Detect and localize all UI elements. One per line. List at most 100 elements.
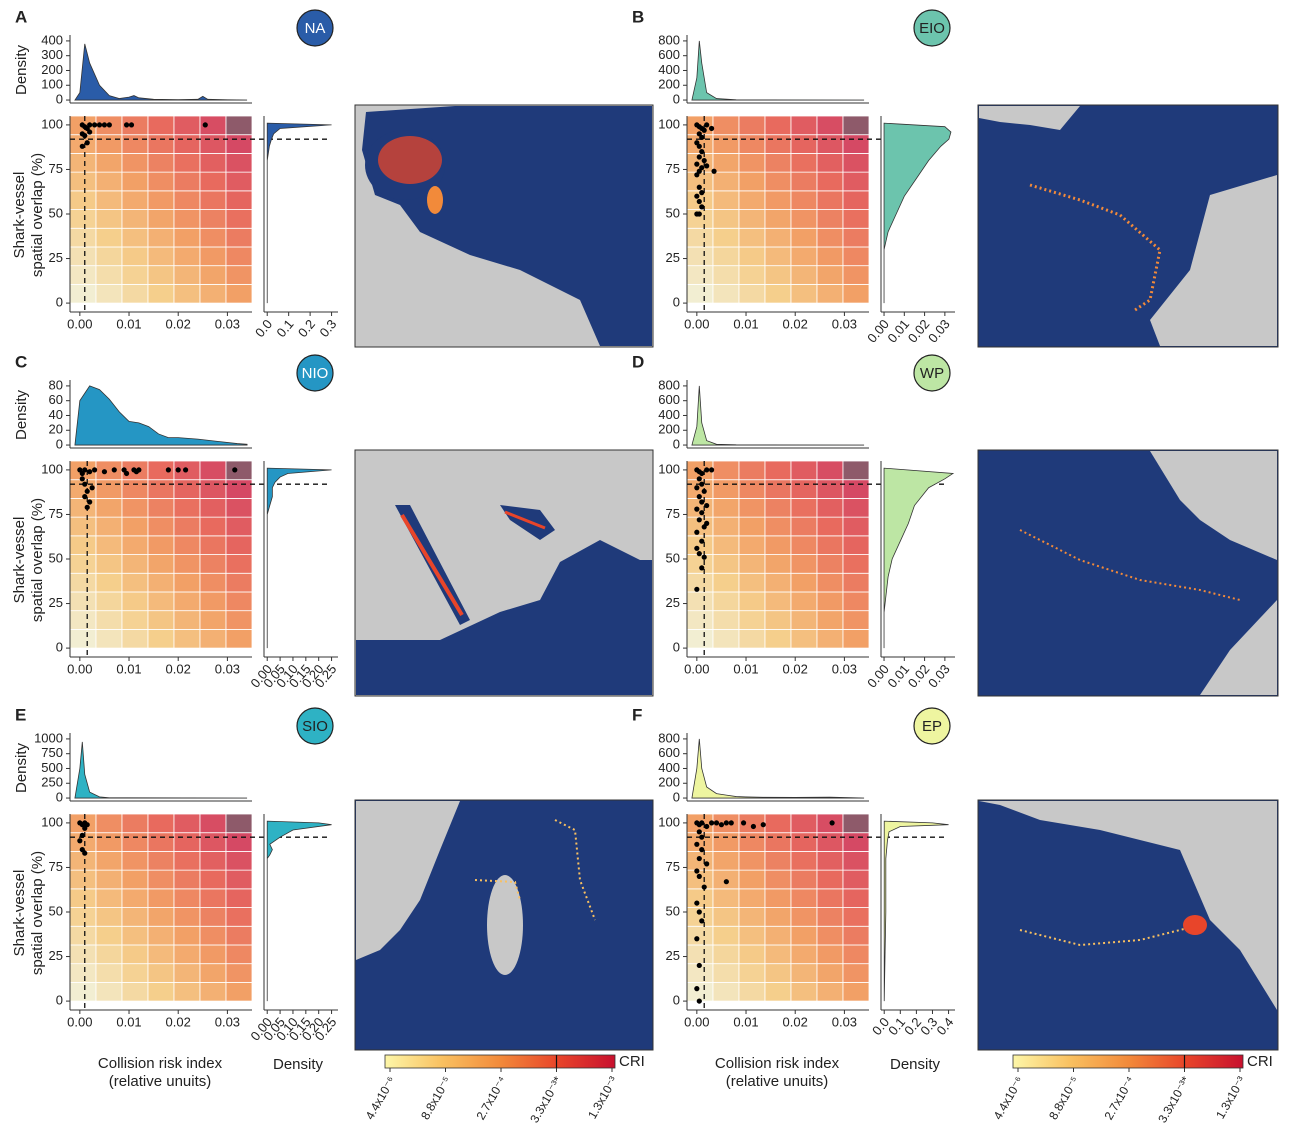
point [694,546,699,551]
point [702,884,707,889]
y-tick-label: 25 [666,595,680,610]
heat-cell [791,461,817,480]
point [129,122,134,127]
panel: DWP0.000.010.020.03025507510002004006008… [632,352,955,690]
x-axis-label: Collision risk index [715,1055,840,1072]
heat-cell [148,611,174,630]
heat-cell [226,172,252,191]
region-label: NA [305,20,326,37]
point [704,861,709,866]
heat-cell [765,592,791,611]
heat-cell [200,592,226,611]
heat-cell [765,210,791,229]
heat-cell [148,228,174,247]
heat-cell [70,870,96,889]
heat-cell [765,889,791,908]
heat-cell [200,870,226,889]
heat-cell [817,191,843,210]
point [87,499,92,504]
heat-cell [122,945,148,964]
heat-cell [96,172,122,191]
heat-cell [174,284,200,303]
heat-cell [817,555,843,574]
point [697,874,702,879]
heat-cell [843,592,869,611]
x-tick-label: 0.02 [166,1014,191,1029]
heat-cell [713,498,739,517]
point [232,467,237,472]
heat-cell [791,982,817,1001]
heat-cell [148,851,174,870]
y-tick-label: 800 [658,730,680,745]
heat-cell [96,517,122,536]
y-tick-label: 80 [49,377,63,392]
heat-cell [791,555,817,574]
heat-cell [70,926,96,945]
colorbar [1013,1055,1243,1068]
point [82,482,87,487]
heat-cell [200,228,226,247]
heat-cell [226,851,252,870]
heat-cell [739,498,765,517]
heat-cell [122,172,148,191]
heat-cell [174,247,200,266]
heat-cell [713,982,739,1001]
heat-cell [843,573,869,592]
y-tick-label: 100 [658,116,680,131]
y-tick-label: 1000 [34,730,63,745]
heat-cell [174,611,200,630]
point [697,494,702,499]
heat-cell [96,153,122,172]
point [203,122,208,127]
heat-cell [739,517,765,536]
x-tick-label: 0.03 [832,661,857,676]
y-tick-label: 600 [658,745,680,760]
x-axis-label: Density [890,1056,941,1073]
y-tick-label: 20 [49,422,63,437]
heat-cell [174,135,200,154]
point [751,824,756,829]
heat-cell [200,833,226,852]
heat-cell [96,833,122,852]
x-tick-label: 0.4 [933,1014,956,1037]
heat-cell [713,851,739,870]
heat-cell [70,284,96,303]
heat-cell [817,573,843,592]
point [694,194,699,199]
y-tick-label: 25 [49,948,63,963]
panel-letter: B [632,7,644,26]
heat-cell [148,814,174,833]
heat-cell [843,814,869,833]
y-tick-label: 400 [41,32,63,47]
point [694,936,699,941]
heat-cell [713,926,739,945]
point [714,820,719,825]
heat-cell [96,480,122,499]
density-area [267,468,331,648]
heat-cell [687,629,713,648]
heat-cell [226,629,252,648]
density-area [75,44,247,100]
heat-cell [687,945,713,964]
heat-cell [713,889,739,908]
x-tick-label: 0.0 [252,316,275,339]
y-tick-label: 600 [658,47,680,62]
y-tick-label: 200 [658,77,680,92]
point [702,555,707,560]
heat-cell [96,851,122,870]
heat-cell [739,889,765,908]
heat-cell [200,611,226,630]
point [709,820,714,825]
heat-cell [843,908,869,927]
y-tick-label: 0 [673,295,680,310]
point [697,199,702,204]
heat-cell [687,870,713,889]
heat-cell [122,536,148,555]
heat-cell [739,228,765,247]
y-tick-label: 0 [673,789,680,804]
x-tick-label: 0.00 [67,661,92,676]
heat-cell [739,461,765,480]
heat-cell [817,247,843,266]
heat-cell [765,266,791,285]
